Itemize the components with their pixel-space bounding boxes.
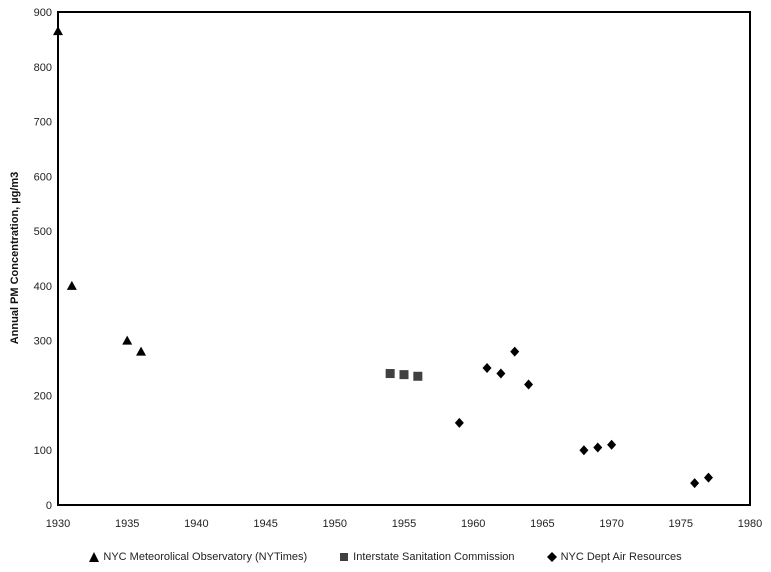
y-axis-tick-labels: 0 100 200 300 400 500 600 700 800 900 bbox=[34, 7, 52, 512]
y-tick-label: 400 bbox=[34, 281, 52, 293]
data-point-series-1 bbox=[122, 335, 133, 345]
data-point-series-3 bbox=[510, 346, 520, 357]
data-points bbox=[53, 26, 713, 489]
plot-area-frame bbox=[57, 11, 751, 506]
legend-item-series-3: NYC Dept Air Resources bbox=[546, 551, 682, 563]
x-tick-label: 1950 bbox=[323, 518, 347, 530]
y-tick-label: 300 bbox=[34, 336, 52, 348]
x-tick-label: 1960 bbox=[461, 518, 485, 530]
diamond-marker-icon bbox=[546, 552, 557, 562]
y-axis-label: Annual PM Concentration, µg/m3 bbox=[9, 172, 21, 345]
y-tick-label: 900 bbox=[34, 7, 52, 19]
square-marker-icon bbox=[340, 553, 349, 561]
x-tick-label: 1955 bbox=[392, 518, 416, 530]
data-point-series-3 bbox=[703, 472, 713, 483]
data-point-series-3 bbox=[482, 363, 492, 374]
data-point-series-3 bbox=[524, 379, 534, 390]
x-axis-tick-labels: 1930 1935 1940 1945 1950 1955 1960 1965 1970 1975… bbox=[46, 518, 762, 530]
y-tick-label: 600 bbox=[34, 171, 52, 183]
triangle-marker-icon bbox=[89, 552, 100, 562]
x-tick-label: 1945 bbox=[253, 518, 277, 530]
data-point-series-3 bbox=[496, 368, 506, 379]
x-tick-label: 1970 bbox=[599, 518, 623, 530]
y-tick-label: 100 bbox=[34, 445, 52, 457]
data-point-series-1 bbox=[66, 280, 77, 290]
y-tick-label: 0 bbox=[46, 500, 52, 512]
data-point-series-3 bbox=[607, 439, 617, 450]
x-tick-label: 1965 bbox=[530, 518, 554, 530]
x-tick-label: 1930 bbox=[46, 518, 70, 530]
legend-item-series-1: NYC Meteorolical Observatory (NYTimes) bbox=[89, 551, 307, 563]
data-point-series-1 bbox=[136, 346, 147, 356]
data-point-series-2 bbox=[399, 370, 409, 380]
data-point-series-1 bbox=[53, 26, 63, 36]
x-tick-label: 1975 bbox=[669, 518, 693, 530]
data-point-series-3 bbox=[579, 445, 589, 456]
y-tick-label: 200 bbox=[34, 390, 52, 402]
x-tick-label: 1935 bbox=[115, 518, 139, 530]
chart-canvas: 0 100 200 300 400 500 600 700 800 900 1930 1935 194… bbox=[9, 7, 762, 530]
data-point-series-3 bbox=[593, 442, 603, 453]
y-tick-label: 500 bbox=[34, 226, 52, 238]
legend-label-series-3: NYC Dept Air Resources bbox=[560, 551, 682, 563]
legend-label-series-1: NYC Meteorolical Observatory (NYTimes) bbox=[103, 551, 308, 563]
legend-label-series-2: Interstate Sanitation Commission bbox=[353, 551, 515, 563]
data-point-series-3 bbox=[454, 417, 464, 428]
legend-item-series-2: Interstate Sanitation Commission bbox=[339, 551, 515, 563]
x-tick-label: 1940 bbox=[184, 518, 208, 530]
y-tick-label: 700 bbox=[34, 117, 52, 129]
y-tick-label: 800 bbox=[34, 62, 52, 74]
legend: NYC Meteorolical Observatory (NYTimes) I… bbox=[0, 548, 771, 566]
data-point-series-3 bbox=[690, 478, 700, 489]
data-point-series-2 bbox=[385, 369, 395, 379]
data-point-series-2 bbox=[413, 371, 423, 381]
x-tick-label: 1980 bbox=[738, 518, 762, 530]
